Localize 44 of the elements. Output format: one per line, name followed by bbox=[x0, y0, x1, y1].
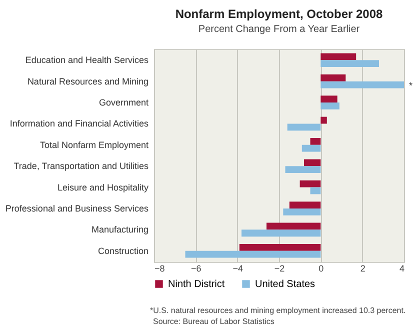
bar bbox=[185, 250, 321, 258]
x-tick-label: −2 bbox=[274, 264, 285, 274]
y-tick-label: Leisure and Hospitality bbox=[57, 182, 149, 192]
y-tick-label: Government bbox=[98, 98, 149, 108]
y-tick-label: Education and Health Services bbox=[25, 55, 149, 66]
x-tick-label: 4 bbox=[399, 264, 404, 274]
bar bbox=[302, 144, 321, 152]
y-tick-label: Construction bbox=[98, 246, 148, 256]
bar bbox=[320, 60, 379, 68]
bar bbox=[320, 74, 346, 82]
x-tick-label: −6 bbox=[191, 264, 202, 274]
y-tick-label: Natural Resources and Mining bbox=[27, 76, 148, 86]
bar bbox=[289, 202, 321, 208]
bar bbox=[239, 244, 321, 251]
bar bbox=[283, 208, 321, 216]
legend-label: Ninth District bbox=[168, 279, 225, 290]
x-tick-label: 0 bbox=[318, 264, 324, 274]
bar bbox=[320, 102, 340, 110]
y-tick-label: Professional and Business Services bbox=[5, 203, 149, 214]
x-tick-label: 2 bbox=[360, 264, 366, 274]
bar bbox=[300, 180, 321, 188]
bar bbox=[242, 230, 321, 237]
bar bbox=[320, 53, 356, 60]
bar bbox=[266, 222, 321, 230]
y-tick-label: Information and Financial Activities bbox=[10, 118, 149, 129]
bar bbox=[310, 138, 321, 145]
y-tick-label: Trade, Transportation and Utilities bbox=[14, 161, 149, 172]
annotation: * bbox=[409, 80, 413, 90]
source-note: Source: Bureau of Labor Statistics bbox=[153, 317, 274, 326]
bar bbox=[320, 116, 327, 124]
bar bbox=[310, 187, 321, 194]
chart-subtitle: Percent Change From a Year Earlier bbox=[198, 24, 360, 35]
chart-title: Nonfarm Employment, October 2008 bbox=[175, 7, 384, 21]
bar bbox=[320, 96, 338, 103]
y-tick-label: Total Nonfarm Employment bbox=[40, 140, 149, 150]
x-tick-label: −4 bbox=[232, 264, 243, 274]
x-tick-label: −8 bbox=[154, 264, 165, 274]
bar bbox=[287, 124, 321, 131]
legend-label: United States bbox=[255, 279, 316, 290]
bar bbox=[285, 166, 321, 173]
y-tick-label: Manufacturing bbox=[91, 224, 148, 235]
bar bbox=[320, 81, 404, 88]
bar bbox=[304, 159, 321, 166]
text: *U.S. natural resources and mining employment increased 10.3 percent. bbox=[150, 306, 406, 315]
